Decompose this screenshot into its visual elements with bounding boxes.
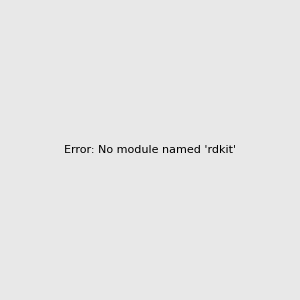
Text: Error: No module named 'rdkit': Error: No module named 'rdkit'	[64, 145, 236, 155]
